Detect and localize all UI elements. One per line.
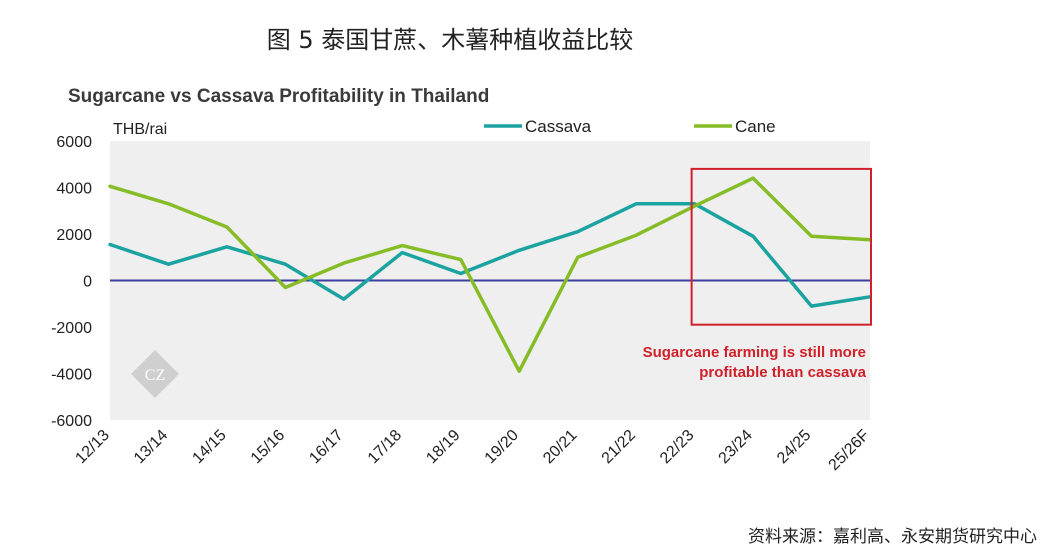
x-tick-label: 16/17	[306, 427, 346, 467]
chart-title: Sugarcane vs Cassava Profitability in Th…	[68, 86, 489, 107]
x-tick-label: 22/23	[657, 427, 697, 467]
highlight-box	[690, 167, 872, 326]
series-layer	[108, 176, 872, 373]
series-line-cassava	[108, 202, 872, 308]
y-tick-label: 6000	[56, 134, 92, 151]
x-tick-label: 14/15	[189, 427, 229, 467]
annotation-line-1: Sugarcane farming is still more	[643, 344, 866, 361]
x-tick-label: 19/20	[482, 427, 522, 467]
x-tick-label: 25/26F	[826, 427, 873, 474]
y-axis-unit: THB/rai	[113, 121, 167, 138]
source-note: 资料来源：嘉利高、永安期货研究中心	[748, 527, 1037, 547]
x-tick-label: 24/25	[774, 427, 814, 467]
legend-label-cane: Cane	[735, 117, 776, 136]
y-tick-label: -2000	[51, 320, 92, 337]
watermark: CZ	[130, 349, 180, 399]
watermark-text: CZ	[145, 367, 165, 384]
y-tick-label: 4000	[56, 181, 92, 198]
x-tick-label: 12/13	[72, 427, 112, 467]
x-tick-labels: 12/13 13/14 14/15 15/16 16/17 17/18 18/19 19/20…	[72, 427, 872, 474]
figure-title: 图 5 泰国甘蔗、木薯种植收益比较	[266, 26, 634, 54]
x-tick-label: 15/16	[248, 427, 288, 467]
y-tick-labels: 6000 4000 2000 0 -2000 -4000 -6000	[51, 134, 92, 430]
x-tick-label: 20/21	[540, 427, 580, 467]
x-tick-label: 18/19	[423, 427, 463, 467]
legend: Cassava Cane	[484, 117, 776, 136]
x-tick-label: 13/14	[131, 427, 171, 467]
y-tick-label: 2000	[56, 227, 92, 244]
x-tick-label: 21/22	[599, 427, 639, 467]
series-line-cane	[108, 176, 872, 373]
y-tick-label: 0	[83, 274, 92, 291]
legend-label-cassava: Cassava	[525, 117, 592, 136]
y-tick-label: -6000	[51, 413, 92, 430]
x-tick-label: 23/24	[716, 427, 756, 467]
y-tick-label: -4000	[51, 367, 92, 384]
x-tick-label: 17/18	[365, 427, 405, 467]
annotation-line-2: profitable than cassava	[699, 364, 866, 381]
